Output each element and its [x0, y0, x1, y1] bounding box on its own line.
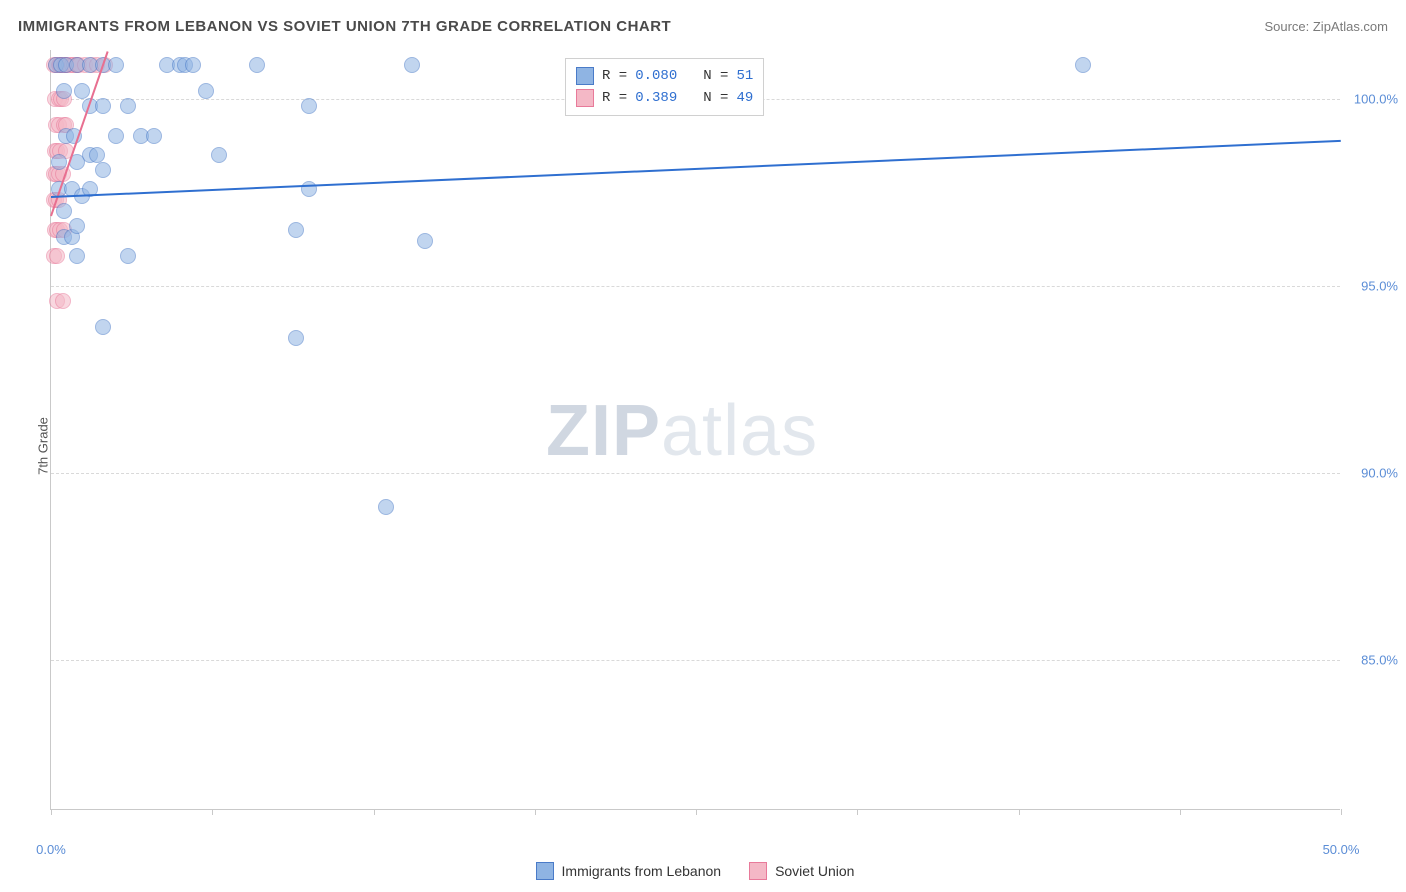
source-prefix: Source: [1264, 19, 1312, 34]
scatter-point-lebanon [1075, 57, 1091, 73]
scatter-point-lebanon [198, 83, 214, 99]
scatter-point-lebanon [51, 154, 67, 170]
scatter-point-lebanon [301, 181, 317, 197]
stats-N-label: N = [703, 87, 728, 109]
scatter-point-lebanon [417, 233, 433, 249]
gridline-h [51, 286, 1340, 287]
trend-line-lebanon [51, 140, 1341, 198]
scatter-point-soviet [49, 248, 65, 264]
scatter-point-lebanon [301, 98, 317, 114]
scatter-point-lebanon [56, 83, 72, 99]
scatter-point-lebanon [56, 203, 72, 219]
watermark-zip: ZIP [546, 391, 661, 471]
x-tick-mark [857, 809, 858, 815]
stats-R-label: R = [602, 65, 627, 87]
stats-N-value: 49 [736, 87, 753, 109]
gridline-h [51, 660, 1340, 661]
scatter-point-lebanon [120, 98, 136, 114]
scatter-point-lebanon [288, 222, 304, 238]
scatter-point-lebanon [146, 128, 162, 144]
x-tick-mark [51, 809, 52, 815]
scatter-point-lebanon [249, 57, 265, 73]
scatter-point-lebanon [95, 98, 111, 114]
x-tick-label: 50.0% [1323, 842, 1360, 857]
source-attribution: Source: ZipAtlas.com [1264, 19, 1388, 34]
y-tick-label: 85.0% [1348, 653, 1398, 668]
x-tick-mark [1341, 809, 1342, 815]
scatter-point-lebanon [108, 57, 124, 73]
legend-item-soviet: Soviet Union [749, 862, 854, 880]
scatter-point-lebanon [378, 499, 394, 515]
stats-R-value: 0.080 [635, 65, 677, 87]
correlation-stats-legend: R = 0.080 N = 51 R = 0.389 N = 49 [565, 58, 764, 116]
scatter-point-lebanon [288, 330, 304, 346]
scatter-point-lebanon [185, 57, 201, 73]
scatter-point-lebanon [211, 147, 227, 163]
stats-swatch-lebanon [576, 67, 594, 85]
legend-label-soviet: Soviet Union [775, 863, 854, 879]
scatter-point-lebanon [89, 147, 105, 163]
x-tick-label: 0.0% [36, 842, 66, 857]
x-tick-mark [212, 809, 213, 815]
scatter-point-lebanon [69, 248, 85, 264]
x-tick-mark [535, 809, 536, 815]
watermark: ZIPatlas [546, 390, 818, 472]
y-axis-label: 7th Grade [35, 417, 50, 475]
scatter-point-lebanon [404, 57, 420, 73]
stats-swatch-soviet [576, 89, 594, 107]
x-tick-mark [1180, 809, 1181, 815]
stats-R-value: 0.389 [635, 87, 677, 109]
scatter-point-soviet [55, 293, 71, 309]
scatter-point-lebanon [74, 83, 90, 99]
watermark-atlas: atlas [661, 391, 818, 471]
x-tick-mark [374, 809, 375, 815]
stats-row-lebanon: R = 0.080 N = 51 [576, 65, 753, 87]
legend-label-lebanon: Immigrants from Lebanon [562, 863, 722, 879]
y-tick-label: 90.0% [1348, 466, 1398, 481]
chart-title: IMMIGRANTS FROM LEBANON VS SOVIET UNION … [18, 18, 671, 35]
x-tick-mark [696, 809, 697, 815]
scatter-point-lebanon [95, 319, 111, 335]
scatter-point-lebanon [120, 248, 136, 264]
legend-swatch-lebanon [536, 862, 554, 880]
stats-row-soviet: R = 0.389 N = 49 [576, 87, 753, 109]
scatter-point-lebanon [95, 162, 111, 178]
stats-N-label: N = [703, 65, 728, 87]
x-tick-mark [1019, 809, 1020, 815]
scatter-plot-area: ZIPatlas 85.0%90.0%95.0%100.0%0.0%50.0% [50, 50, 1340, 810]
legend-swatch-soviet [749, 862, 767, 880]
scatter-point-lebanon [69, 218, 85, 234]
y-tick-label: 100.0% [1348, 91, 1398, 106]
chart-header: IMMIGRANTS FROM LEBANON VS SOVIET UNION … [18, 18, 1388, 35]
gridline-h [51, 473, 1340, 474]
source-name: ZipAtlas.com [1313, 19, 1388, 34]
stats-R-label: R = [602, 87, 627, 109]
stats-N-value: 51 [736, 65, 753, 87]
y-tick-label: 95.0% [1348, 278, 1398, 293]
legend-item-lebanon: Immigrants from Lebanon [536, 862, 722, 880]
scatter-point-lebanon [108, 128, 124, 144]
series-legend: Immigrants from Lebanon Soviet Union [50, 862, 1340, 880]
